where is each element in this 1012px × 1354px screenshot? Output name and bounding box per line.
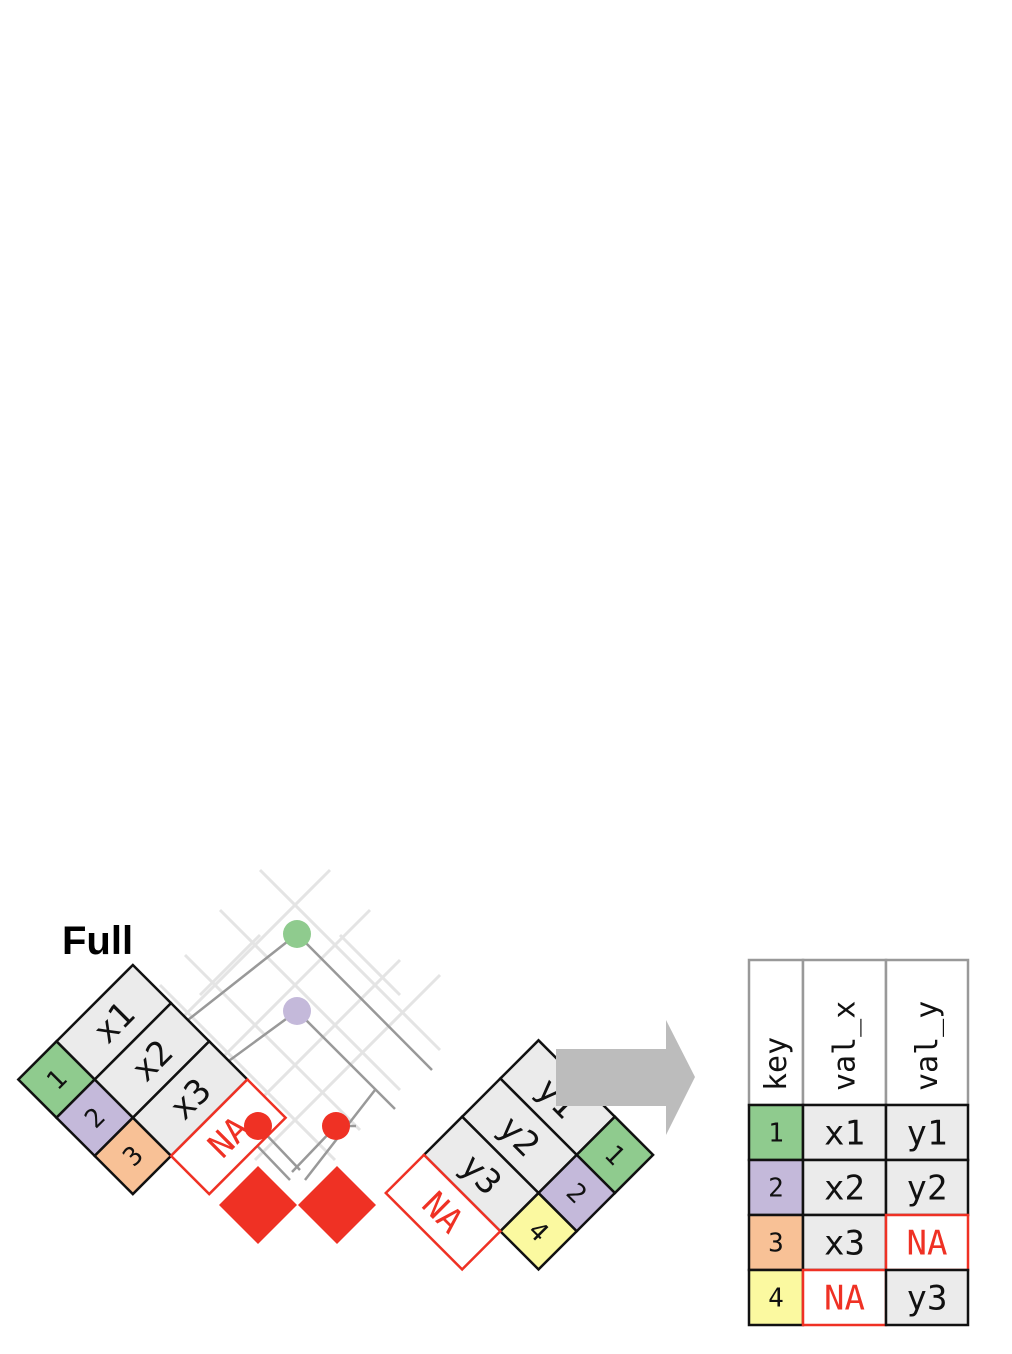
match-dot xyxy=(244,1112,272,1140)
header-cell xyxy=(884,958,970,1107)
match-dot xyxy=(283,997,311,1025)
result-missing-cell xyxy=(884,1213,970,1272)
result-table: key val_x val_y 1 x1 y1 2 x2 y2 3 x3 NA 4 NA y3 xyxy=(747,958,970,1327)
match-dot xyxy=(322,1112,350,1140)
result-value-label: x3 xyxy=(824,1224,865,1264)
guide-line xyxy=(198,933,262,997)
result-value-label: x2 xyxy=(824,1169,865,1209)
column-header: key xyxy=(759,1037,794,1091)
result-key-label: 3 xyxy=(768,1229,784,1259)
missing-marker-left xyxy=(219,1166,297,1244)
missing-match-markers xyxy=(219,1166,376,1244)
result-value-cell xyxy=(884,1103,970,1162)
connector-line xyxy=(296,933,433,1071)
match-dot xyxy=(283,920,311,948)
result-value-label: NA xyxy=(907,1224,948,1264)
result-value-cell xyxy=(884,1158,970,1217)
result-value-label: y1 xyxy=(907,1114,948,1154)
result-key-label: 4 xyxy=(768,1284,784,1314)
guide-line xyxy=(158,983,337,1162)
result-value-label: x1 xyxy=(824,1114,865,1154)
guide-line xyxy=(183,953,362,1132)
result-key-cell xyxy=(747,1158,805,1217)
guide-line xyxy=(253,973,442,1162)
diagram-title: Full xyxy=(62,919,133,963)
right-table-y: y11y22y34NA xyxy=(384,1038,655,1272)
missing-value-cell xyxy=(384,1153,503,1272)
result-value-label: y3 xyxy=(907,1279,948,1319)
guide-line xyxy=(258,868,442,1052)
result-value-label: y2 xyxy=(907,1169,948,1209)
missing-marker-right xyxy=(298,1166,376,1244)
left-table-x: x11 x22 x33 NA xyxy=(16,963,288,1196)
guide-line xyxy=(218,908,402,1092)
key-cell xyxy=(92,1115,173,1196)
column-header: val_x xyxy=(828,1001,863,1091)
header-cell xyxy=(801,958,888,1107)
right-arrow-icon xyxy=(556,1020,695,1135)
key-cell xyxy=(498,1191,579,1272)
result-key-label: 1 xyxy=(768,1119,784,1149)
connector-line xyxy=(296,1010,396,1110)
missing-value-cell xyxy=(169,1077,288,1196)
result-value-cell xyxy=(801,1213,888,1272)
guide-line xyxy=(338,933,402,997)
match-dots xyxy=(244,920,350,1140)
result-value-label: NA xyxy=(824,1279,865,1319)
result-value-cell xyxy=(884,1268,970,1327)
result-key-label: 2 xyxy=(768,1174,784,1204)
column-header: val_y xyxy=(910,1001,945,1091)
